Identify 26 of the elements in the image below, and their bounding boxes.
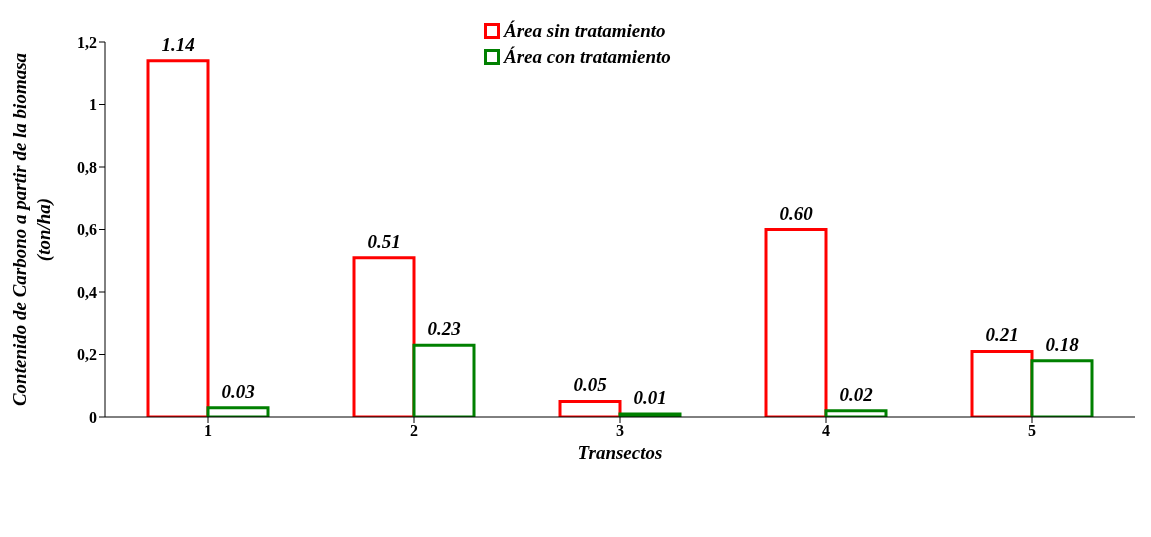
x-tick-label: 3 — [616, 422, 624, 440]
y-tick-label: 0,2 — [77, 346, 97, 364]
data-label: 0.01 — [633, 386, 667, 408]
y-tick-label: 0,4 — [77, 283, 97, 301]
y-tick-label: 0,8 — [77, 158, 97, 176]
legend-label: Área con tratamiento — [504, 46, 671, 68]
data-label: 0.21 — [985, 324, 1019, 346]
y-tick-label: 1 — [89, 96, 97, 114]
y-tick-label: 0 — [89, 408, 97, 426]
x-tick-label: 5 — [1028, 422, 1036, 440]
data-label: 0.02 — [839, 383, 874, 405]
data-label: 0.18 — [1045, 333, 1080, 355]
x-tick-label: 4 — [822, 422, 830, 440]
data-label: 1.14 — [161, 33, 195, 55]
data-label: 0.51 — [367, 230, 401, 252]
x-axis-title: Transectos — [577, 442, 663, 463]
data-label: 0.60 — [779, 202, 814, 224]
x-tick-label: 2 — [410, 422, 418, 440]
y-tick-label: 1,2 — [77, 33, 97, 51]
y-tick-label: 0,6 — [77, 221, 97, 239]
y-axis-title: Contenido de Carbono a partir de la biomasa (ton/ha) — [9, 52, 55, 407]
data-label: 0.03 — [221, 380, 255, 402]
data-label: 0.23 — [427, 318, 461, 340]
x-tick-label: 1 — [204, 422, 212, 440]
data-label: 0.05 — [573, 374, 608, 396]
legend-label: Área sin tratamiento — [504, 20, 666, 42]
